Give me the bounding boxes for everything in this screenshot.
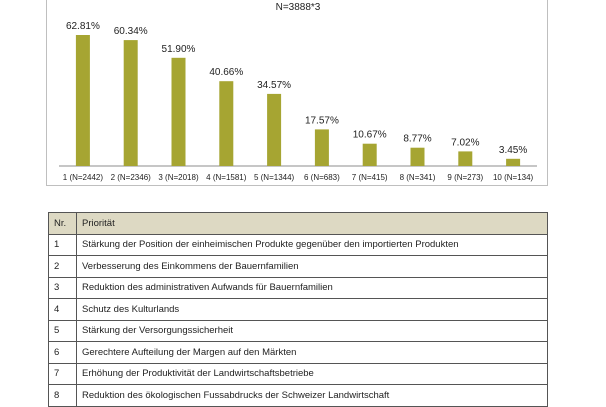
data-label-4: 40.66%	[209, 67, 243, 78]
priority-table: Nr. Priorität 1 Stärkung der Position de…	[48, 212, 548, 407]
priority-table-wrap: Nr. Priorität 1 Stärkung der Position de…	[48, 212, 548, 407]
chart-subtitle: N=3888*3	[276, 2, 321, 13]
row-priority: Reduktion des administrativen Aufwands f…	[76, 276, 548, 299]
table-header-row: Nr. Priorität	[48, 212, 548, 235]
table-row: 5 Stärkung der Versorgungssicherheit	[48, 319, 548, 342]
x-tick-label-9: 9 (N=273)	[447, 173, 483, 182]
x-tick-label-10: 10 (N=134)	[493, 173, 534, 182]
data-label-6: 17.57%	[305, 115, 339, 126]
data-label-5: 34.57%	[257, 80, 291, 91]
table-row: 4 Schutz des Kulturlands	[48, 298, 548, 321]
row-priority: Verbesserung des Einkommens der Bauernfa…	[76, 255, 548, 278]
data-label-1: 62.81%	[66, 21, 100, 32]
header-nr: Nr.	[48, 212, 77, 235]
bar-1	[75, 35, 90, 166]
row-priority: Gerechtere Aufteilung der Margen auf den…	[76, 341, 548, 364]
row-nr: 2	[48, 255, 77, 278]
data-label-10: 3.45%	[499, 145, 527, 156]
row-priority: Erhöhung der Produktivität der Landwirts…	[76, 362, 548, 385]
data-label-9: 7.02%	[451, 137, 479, 148]
x-tick-label-6: 6 (N=683)	[304, 173, 340, 182]
bar-4	[219, 81, 234, 166]
bar-10	[506, 158, 521, 166]
x-tick-label-8: 8 (N=341)	[400, 173, 436, 182]
data-label-8: 8.77%	[403, 134, 431, 145]
table-row: 8 Reduktion des ökologischen Fussabdruck…	[48, 384, 548, 407]
bar-chart: N=3888*3 62.81% 1 (N=2442) 60.34% 2 (N=2346…	[59, 2, 537, 182]
table-row: 6 Gerechtere Aufteilung der Margen auf d…	[48, 341, 548, 364]
row-nr: 4	[48, 298, 77, 321]
row-nr: 7	[48, 362, 77, 385]
row-priority: Stärkung der Position der einheimischen …	[76, 233, 548, 256]
table-row: 3 Reduktion des administrativen Aufwands…	[48, 276, 548, 299]
bar-8	[410, 147, 425, 166]
table-row: 1 Stärkung der Position der einheimische…	[48, 233, 548, 256]
row-nr: 3	[48, 276, 77, 299]
chart-frame: N=3888*3 62.81% 1 (N=2442) 60.34% 2 (N=2346…	[46, 0, 548, 186]
x-tick-label-2: 2 (N=2346)	[111, 173, 152, 182]
row-priority: Schutz des Kulturlands	[76, 298, 548, 321]
x-tick-label-7: 7 (N=415)	[352, 173, 388, 182]
data-label-3: 51.90%	[162, 44, 196, 55]
row-nr: 5	[48, 319, 77, 342]
row-nr: 6	[48, 341, 77, 364]
x-tick-label-1: 1 (N=2442)	[63, 173, 104, 182]
header-priority: Priorität	[76, 212, 548, 235]
x-tick-label-3: 3 (N=2018)	[158, 173, 199, 182]
bar-2	[123, 40, 138, 166]
row-priority: Stärkung der Versorgungssicherheit	[76, 319, 548, 342]
bar-9	[458, 151, 473, 166]
data-label-2: 60.34%	[114, 26, 148, 37]
bar-6	[314, 129, 329, 166]
bar-7	[362, 143, 377, 166]
bar-5	[267, 93, 282, 166]
row-nr: 1	[48, 233, 77, 256]
table-row: 7 Erhöhung der Produktivität der Landwir…	[48, 362, 548, 385]
x-tick-label-5: 5 (N=1344)	[254, 173, 295, 182]
x-tick-label-4: 4 (N=1581)	[206, 173, 247, 182]
data-label-7: 10.67%	[353, 130, 387, 141]
table-row: 2 Verbesserung des Einkommens der Bauern…	[48, 255, 548, 278]
row-priority: Reduktion des ökologischen Fussabdrucks …	[76, 384, 548, 407]
bar-3	[171, 57, 186, 166]
row-nr: 8	[48, 384, 77, 407]
